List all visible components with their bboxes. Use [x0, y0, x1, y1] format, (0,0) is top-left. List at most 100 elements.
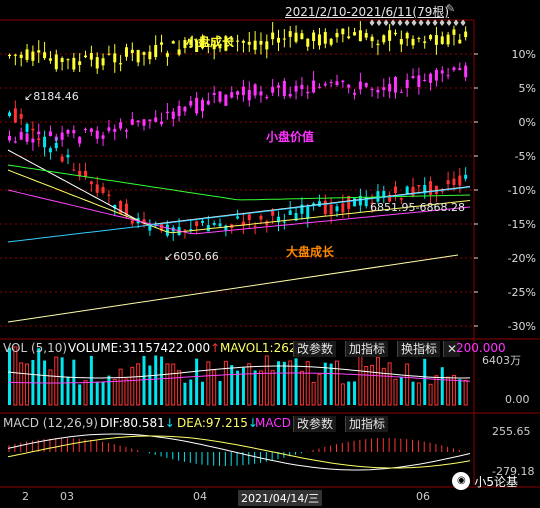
macd-add-indicator-button[interactable]: 加指标: [345, 416, 389, 432]
vol-indicator-name[interactable]: VOL (5,10): [3, 341, 68, 355]
vol-bar: [25, 363, 30, 406]
vol-bar: [142, 355, 146, 405]
marker-glyph: ♦: [410, 19, 418, 29]
small-value-candle: [277, 85, 281, 88]
small-growth-candle: [124, 47, 128, 57]
small-value-candle: [259, 91, 263, 96]
small-growth-candle: [89, 53, 93, 60]
large-growth-candle: [417, 185, 421, 187]
small-value-candle: [458, 68, 462, 71]
vol-bar: [264, 355, 269, 406]
small-value-candle: [218, 91, 222, 102]
small-growth-candle: [452, 29, 456, 35]
vol-bar: [13, 346, 18, 406]
large-growth-candle: [329, 204, 333, 215]
small-value-candle: [358, 81, 362, 90]
vol-bar: [440, 367, 444, 405]
large-growth-candle: [72, 169, 76, 171]
large-growth-candle: [107, 194, 111, 196]
macd-indicator-name[interactable]: MACD (12,26,9): [3, 416, 98, 430]
small-growth-candle: [66, 59, 70, 61]
vol-bar: [258, 370, 263, 406]
small-value-candle: [440, 70, 444, 74]
small-growth-candle: [218, 46, 222, 49]
small-value-candle: [429, 73, 433, 83]
small-value-candle: [101, 135, 105, 139]
vol-switch-indicator-button[interactable]: 换指标: [397, 341, 441, 357]
x-label-apr: 04: [193, 490, 207, 503]
small-growth-candle: [37, 50, 41, 53]
vol-bar: [329, 363, 333, 405]
small-growth-candle: [405, 32, 409, 39]
macd-tick-bottom: -279.18: [492, 465, 535, 478]
small-growth-candle: [95, 57, 99, 69]
large-growth-candle: [271, 210, 275, 216]
ma-line-yellow: [7, 169, 471, 234]
large-growth-candle: [370, 202, 374, 204]
small-growth-candle: [136, 49, 140, 63]
small-value-candle: [411, 76, 415, 78]
vol-add-indicator-button[interactable]: 加指标: [345, 341, 389, 357]
marker-glyph: ♦: [445, 19, 453, 29]
small-value-candle: [282, 81, 286, 97]
vol-bar: [323, 362, 327, 405]
small-growth-candle: [241, 40, 245, 43]
small-growth-candle: [78, 61, 82, 65]
small-growth-candle: [353, 32, 357, 36]
small-growth-candle: [195, 40, 199, 52]
small-value-candle: [388, 83, 392, 92]
large-growth-candle: [288, 210, 292, 215]
vol-bar: [458, 379, 462, 405]
large-growth-candle: [13, 108, 17, 123]
ma-line-cyan: [7, 186, 471, 243]
small-value-candle: [66, 129, 70, 134]
large-growth-candle: [282, 221, 286, 223]
large-growth-candle: [206, 225, 210, 232]
watermark-text: 小5论基: [474, 474, 518, 489]
small-value-candle: [206, 100, 210, 105]
large-growth-candle: [464, 174, 468, 179]
small-growth-candle: [60, 58, 64, 63]
small-value-candle: [95, 130, 99, 139]
small-value-candle: [136, 120, 140, 123]
small-growth-candle: [212, 44, 216, 50]
large-growth-label: 大盘成长: [286, 245, 335, 259]
small-growth-candle: [464, 31, 468, 38]
small-value-candle: [142, 119, 146, 126]
small-value-candle: [288, 93, 292, 97]
marker-glyph: ♦: [382, 19, 390, 29]
small-growth-candle: [107, 53, 111, 55]
small-value-candle: [148, 119, 152, 122]
vol-edit-params-button[interactable]: 改参数: [293, 341, 337, 357]
vol-close-icon[interactable]: ✕: [443, 341, 461, 357]
large-growth-candle: [458, 175, 462, 186]
small-growth-candle: [288, 31, 292, 37]
large-growth-candle: [60, 156, 64, 162]
small-value-candle: [236, 91, 240, 95]
small-growth-candle: [189, 39, 193, 45]
vol-bar: [171, 363, 176, 406]
small-value-candle: [113, 128, 117, 132]
vol-bar: [78, 384, 82, 405]
pin-icon[interactable]: ✎: [446, 2, 456, 15]
small-value-candle: [189, 100, 193, 106]
small-value-candle: [271, 86, 275, 93]
small-growth-candle: [370, 36, 374, 42]
small-value-candle: [154, 117, 158, 122]
mavol-line-white: [7, 365, 471, 379]
small-growth-candle: [440, 36, 444, 44]
small-growth-label: 小盘成长: [186, 35, 235, 49]
large-growth-candle: [300, 204, 304, 214]
small-growth-candle: [8, 54, 11, 57]
vol-bar: [282, 361, 286, 405]
vol-bar: [60, 357, 64, 405]
marker-glyph: ♦: [438, 19, 446, 29]
volume-value: VOLUME:31157422.000↑: [68, 341, 221, 355]
macd-edit-params-button[interactable]: 改参数: [293, 416, 337, 432]
low-price-label: ↙6050.66: [164, 250, 219, 263]
large-growth-candle: [78, 170, 82, 177]
small-value-candle: [224, 94, 228, 106]
vol-bar: [37, 348, 41, 405]
